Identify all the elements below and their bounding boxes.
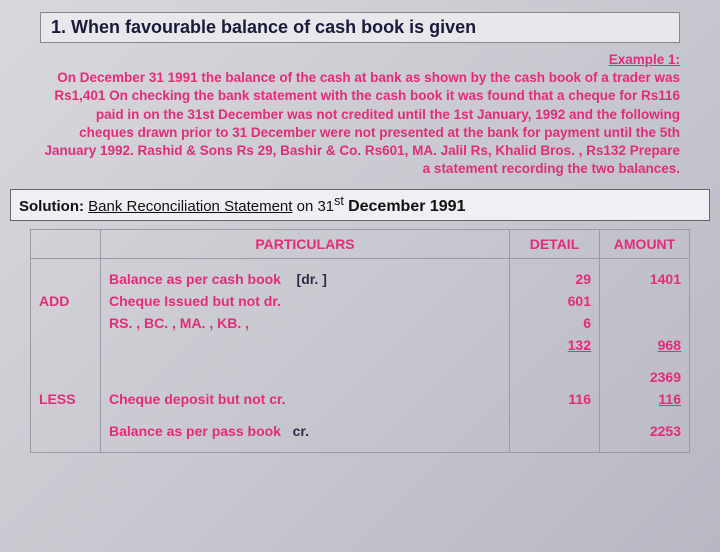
table-row: 132 968: [31, 334, 690, 356]
detail-116: 116: [510, 388, 600, 410]
table-header-row: PARTICULARS DETAIL AMOUNT: [31, 229, 690, 258]
solution-stmt-a: Bank Reconciliation Statement: [88, 198, 292, 215]
brs-table: PARTICULARS DETAIL AMOUNT Balance as per…: [30, 229, 690, 453]
row-balance-cashbook: Balance as per cash book [dr. ]: [101, 268, 510, 290]
dr-tag: [dr. ]: [297, 271, 327, 287]
table-row: Balance as per cash book [dr. ] 29 1401: [31, 268, 690, 290]
solution-label: Solution:: [19, 198, 84, 215]
brs-table-wrap: PARTICULARS DETAIL AMOUNT Balance as per…: [30, 229, 690, 453]
detail-d4: 132: [510, 334, 600, 356]
detail-d2: 601: [510, 290, 600, 312]
table-row: [31, 442, 690, 452]
row-parties: RS. , BC. , MA. , KB. ,: [101, 312, 510, 334]
amount-2369: 2369: [600, 366, 690, 388]
title-text: 1. When favourable balance of cash book …: [51, 17, 476, 37]
row-balance-passbook: Balance as per pass book cr.: [101, 420, 510, 442]
hdr-particulars: PARTICULARS: [101, 229, 510, 258]
table-row: [31, 410, 690, 420]
add-label: ADD: [31, 290, 101, 312]
table-row: [31, 356, 690, 366]
row-cheque-issued: Cheque Issued but not dr.: [101, 290, 510, 312]
title-box: 1. When favourable balance of cash book …: [40, 12, 680, 43]
hdr-blank: [31, 229, 101, 258]
table-row: ADD Cheque Issued but not dr. 601: [31, 290, 690, 312]
example-label: Example 1:: [609, 52, 680, 67]
table-row: 2369: [31, 366, 690, 388]
table-row: Balance as per pass book cr. 2253: [31, 420, 690, 442]
table-row: RS. , BC. , MA. , KB. , 6: [31, 312, 690, 334]
amount-2253: 2253: [600, 420, 690, 442]
example-body: On December 31 1991 the balance of the c…: [44, 70, 680, 176]
less-label: LESS: [31, 388, 101, 410]
row-cheque-deposit: Cheque deposit but not cr.: [101, 388, 510, 410]
table-row: LESS Cheque deposit but not cr. 116 116: [31, 388, 690, 410]
cr-tag: cr.: [293, 423, 309, 439]
solution-stmt-c: December 1991: [348, 198, 465, 215]
amount-968: 968: [600, 334, 690, 356]
amount-1401: 1401: [600, 268, 690, 290]
hdr-amount: AMOUNT: [600, 229, 690, 258]
amount-116: 116: [600, 388, 690, 410]
solution-stmt-b: on 31: [292, 198, 334, 215]
solution-box: Solution: Bank Reconciliation Statement …: [10, 189, 710, 221]
hdr-detail: DETAIL: [510, 229, 600, 258]
detail-d3: 6: [510, 312, 600, 334]
solution-sup: st: [334, 194, 344, 208]
example-block: Example 1: On December 31 1991 the balan…: [40, 51, 680, 179]
detail-d1: 29: [510, 268, 600, 290]
table-row: [31, 258, 690, 268]
